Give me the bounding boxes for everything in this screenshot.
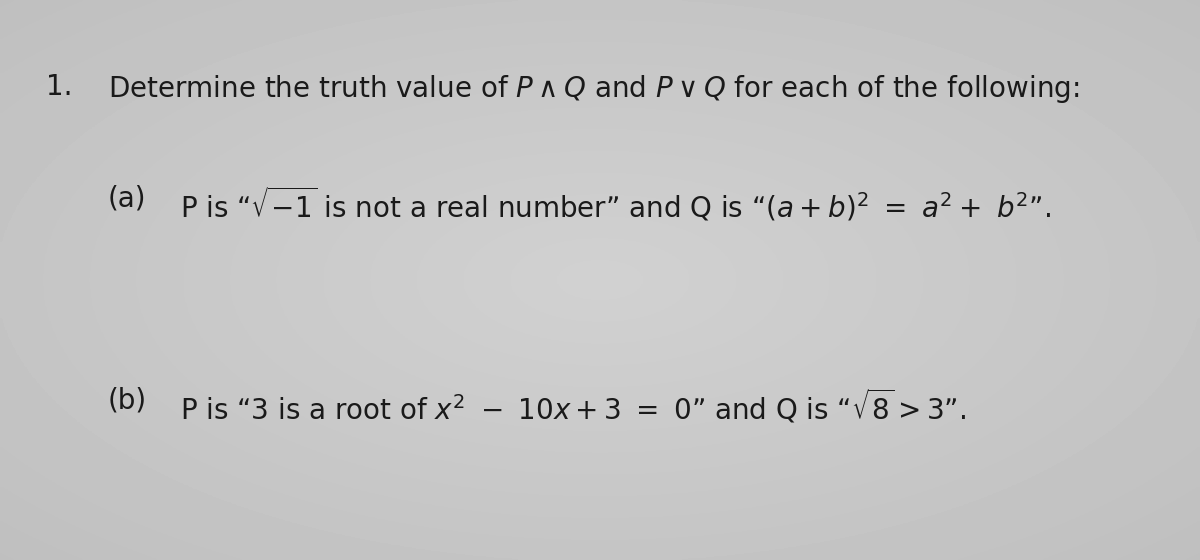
Text: (a): (a) xyxy=(108,185,146,213)
Text: Determine the truth value of $P\wedge Q$ and $P\vee Q$ for each of the following: Determine the truth value of $P\wedge Q$… xyxy=(108,73,1079,105)
Text: (b): (b) xyxy=(108,386,148,414)
Text: P is “3 is a root of $x^2 \ - \ 10x + 3 \ = \ 0$” and Q is “$\sqrt{8} > 3$”.: P is “3 is a root of $x^2 \ - \ 10x + 3 … xyxy=(180,386,966,425)
Text: P is “$\sqrt{-1}$ is not a real number” and Q is “$(a + b)^2 \ = \ a^2 + \ b^{2}: P is “$\sqrt{-1}$ is not a real number” … xyxy=(180,185,1051,223)
Text: 1.: 1. xyxy=(46,73,72,101)
